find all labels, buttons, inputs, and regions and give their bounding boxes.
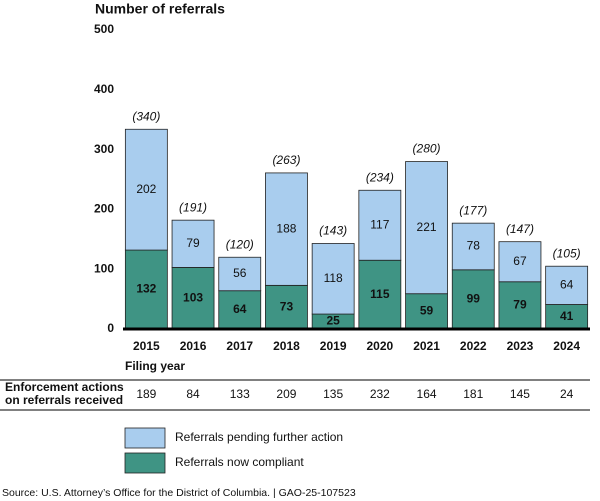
value-label: 118 <box>324 271 343 285</box>
x-tick-label: 2015 <box>133 339 160 353</box>
x-tick-label: 2022 <box>460 339 487 353</box>
table-value: 135 <box>323 387 343 401</box>
table-value: 145 <box>510 387 530 401</box>
bar-segment <box>358 259 402 330</box>
bar-segment <box>171 219 215 268</box>
x-tick-label: 2019 <box>320 339 347 353</box>
value-label: 73 <box>280 299 294 313</box>
bar-segment <box>124 128 168 251</box>
bar-segment <box>124 249 168 330</box>
bar-segment <box>498 241 542 283</box>
bar-segment <box>311 243 355 315</box>
y-axis-title: Number of referrals <box>95 1 225 17</box>
value-label: 132 <box>136 282 156 296</box>
x-tick-label: 2017 <box>226 339 253 353</box>
total-label: (263) <box>272 153 300 167</box>
bar-segment <box>265 284 308 330</box>
bar-segment <box>218 256 262 292</box>
bar-segment <box>405 293 448 330</box>
value-label: 64 <box>560 278 574 292</box>
y-tick-label: 500 <box>94 22 114 36</box>
x-tick-label: 2018 <box>273 339 300 353</box>
table-value: 164 <box>417 387 437 401</box>
bar-segment <box>451 222 495 271</box>
value-label: 59 <box>420 304 434 318</box>
bar-segment <box>498 281 542 330</box>
value-label: 117 <box>370 217 389 231</box>
table-value: 133 <box>230 387 250 401</box>
value-label: 25 <box>326 314 340 328</box>
y-tick-label: 200 <box>94 202 114 216</box>
value-label: 188 <box>276 221 296 235</box>
x-axis-title: Filing year <box>125 359 185 373</box>
bar-segment <box>405 161 448 295</box>
total-label: (191) <box>179 200 207 214</box>
legend-label: Referrals pending further action <box>175 430 343 444</box>
total-label: (234) <box>366 170 394 184</box>
source: Source: U.S. Attorney’s Office for the D… <box>2 487 356 499</box>
total-label: (120) <box>226 237 254 251</box>
legend-swatch <box>124 452 166 474</box>
table-value: 181 <box>463 387 483 401</box>
value-label: 56 <box>233 266 247 280</box>
bar-segment <box>358 189 402 261</box>
bar-segment <box>265 172 308 286</box>
x-tick-label: 2023 <box>507 339 534 353</box>
value-label: 79 <box>513 298 527 312</box>
x-tick-label: 2020 <box>366 339 393 353</box>
bar-segment <box>451 269 495 330</box>
x-tick-label: 2024 <box>553 339 580 353</box>
row-label: Enforcement actions <box>5 380 124 394</box>
value-label: 79 <box>186 236 200 250</box>
value-label: 67 <box>513 254 527 268</box>
legend-swatch <box>124 427 166 449</box>
y-tick-label: 0 <box>107 321 114 335</box>
table-value: 209 <box>276 387 296 401</box>
x-tick-label: 2021 <box>413 339 440 353</box>
total-label: (147) <box>506 222 534 236</box>
bar-segment <box>545 304 589 330</box>
table-value: 189 <box>136 387 156 401</box>
total-label: (177) <box>459 203 487 217</box>
bar-segment <box>545 265 589 305</box>
y-tick-label: 300 <box>94 142 114 156</box>
total-label: (105) <box>553 246 581 260</box>
row-label: on referrals received <box>5 393 123 407</box>
value-label: 41 <box>560 309 574 323</box>
bar-segment <box>171 267 215 330</box>
y-tick-label: 100 <box>94 261 114 275</box>
value-label: 202 <box>136 182 156 196</box>
y-tick-label: 400 <box>94 82 114 96</box>
total-label: (143) <box>319 224 347 238</box>
legend-label: Referrals now compliant <box>175 455 304 469</box>
value-label: 64 <box>233 302 247 316</box>
value-label: 99 <box>467 292 481 306</box>
total-label: (340) <box>132 109 160 123</box>
table-value: 24 <box>560 387 574 401</box>
value-label: 221 <box>417 220 437 234</box>
x-tick-label: 2016 <box>180 339 207 353</box>
value-label: 103 <box>183 290 203 304</box>
table-value: 84 <box>186 387 200 401</box>
table-value: 232 <box>370 387 390 401</box>
value-label: 78 <box>467 239 481 253</box>
bar-segment <box>218 290 262 330</box>
total-label: (280) <box>413 142 441 156</box>
value-label: 115 <box>370 287 390 301</box>
